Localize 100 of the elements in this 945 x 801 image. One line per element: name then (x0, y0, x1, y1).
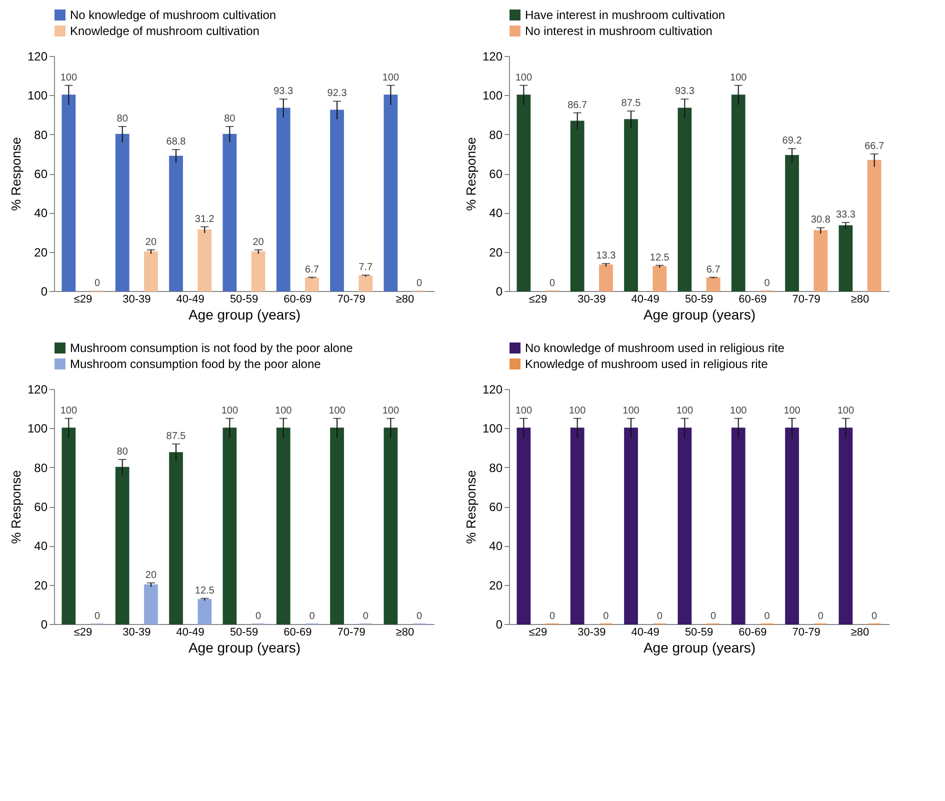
data-label: 7.7 (358, 262, 374, 274)
x-tick-label: 30-39 (122, 626, 151, 638)
y-tick-label: 20 (34, 245, 48, 260)
data-label: 100 (221, 405, 238, 416)
y-tick-label: 120 (482, 50, 503, 64)
x-tick-label: 30-39 (578, 294, 606, 306)
data-label: 93.3 (674, 86, 695, 98)
y-tick-label: 80 (34, 128, 48, 142)
data-label: 0 (94, 611, 101, 622)
x-axis-title: Age group (years) (643, 306, 756, 322)
data-label: 6.7 (706, 264, 721, 276)
data-label: 30.8 (810, 214, 831, 226)
y-tick-label: 40 (34, 206, 48, 220)
y-tick-label: 100 (27, 422, 48, 436)
legend-label: No knowledge of mushroom used in religious rite (525, 341, 785, 355)
legend-label: Have interest in mushroom cultivation (525, 8, 726, 22)
y-tick-label: 40 (34, 539, 48, 554)
x-tick-label: 60-69 (738, 294, 767, 306)
data-label: 100 (328, 405, 346, 416)
data-label: 0 (656, 611, 663, 622)
data-label: 0 (603, 611, 610, 622)
y-tick-label: 100 (482, 88, 503, 103)
x-tick-label: 60-69 (284, 294, 312, 306)
y-tick-label: 100 (482, 422, 503, 436)
data-label: 87.5 (166, 431, 186, 442)
data-label: 93.3 (274, 86, 294, 98)
y-tick-label: 60 (489, 167, 503, 181)
x-axis-title: Age group (years) (188, 306, 301, 322)
x-tick-label: ≥80 (396, 626, 414, 638)
data-label: 69.2 (782, 136, 802, 147)
x-axis-title: Age group (years) (643, 640, 756, 656)
y-tick-label: 80 (34, 460, 48, 475)
x-tick-label: 50-59 (230, 294, 258, 306)
data-label: 100 (275, 405, 292, 416)
data-label: 100 (515, 405, 532, 416)
data-label: 0 (416, 611, 423, 622)
y-tick-label: 120 (482, 382, 503, 396)
data-label: 20 (145, 570, 157, 581)
data-label: 0 (416, 278, 423, 289)
x-tick-label: ≤29 (528, 294, 548, 306)
y-tick-label: 80 (489, 460, 503, 475)
data-label: 100 (676, 405, 694, 416)
data-label: 100 (730, 72, 748, 84)
data-label: 100 (784, 405, 801, 416)
data-label: 0 (256, 611, 262, 622)
x-tick-label: 50-59 (684, 626, 714, 638)
x-tick-label: ≥80 (396, 294, 414, 306)
x-tick-label: 40-49 (631, 294, 660, 306)
data-label: 31.2 (194, 214, 215, 225)
data-label: 12.5 (650, 252, 670, 264)
y-axis-title: % Response (8, 470, 24, 544)
data-label: 0 (550, 611, 556, 622)
x-tick-label: 60-69 (284, 626, 312, 638)
data-label: 0 (818, 611, 824, 622)
x-tick-label: 70-79 (792, 626, 820, 638)
data-label: 100 (569, 405, 586, 416)
legend-label: Mushroom consumption food by the poor alone (70, 357, 322, 371)
data-label: 0 (764, 611, 770, 622)
data-label: 20 (252, 236, 264, 248)
x-tick-label: 70-79 (337, 294, 366, 306)
y-tick-label: 120 (27, 50, 48, 64)
x-tick-label: ≤29 (74, 294, 92, 306)
y-tick-label: 0 (40, 618, 48, 632)
y-axis-title: % Response (463, 470, 478, 544)
legend-label: Mushroom consumption is not food by the poor alone (70, 341, 354, 355)
data-label: 86.7 (568, 100, 588, 111)
data-label: 0 (362, 611, 369, 622)
data-label: 0 (94, 278, 101, 289)
data-label: 100 (60, 72, 78, 84)
legend-label: Knowledge of mushroom cultivation (70, 24, 260, 38)
x-tick-label: 70-79 (337, 626, 366, 638)
x-tick-label: 70-79 (792, 294, 820, 306)
data-label: 92.3 (327, 88, 348, 100)
y-axis-title: % Response (463, 137, 478, 211)
data-label: 66.7 (864, 140, 884, 152)
legend-label: No knowledge of mushroom cultivation (70, 8, 276, 22)
data-label: 0 (309, 611, 316, 622)
data-label: 13.3 (596, 250, 616, 262)
data-label: 100 (515, 72, 532, 84)
data-label: 80 (224, 114, 236, 124)
data-label: 33.3 (836, 209, 856, 220)
y-tick-label: 120 (27, 382, 48, 396)
y-tick-label: 100 (27, 88, 48, 103)
data-label: 100 (622, 405, 640, 416)
x-tick-label: 30-39 (122, 294, 151, 306)
data-label: 80 (116, 446, 128, 458)
x-tick-label: ≤29 (74, 626, 92, 638)
data-label: 0 (710, 611, 717, 622)
y-tick-label: 0 (496, 618, 503, 632)
y-tick-label: 20 (489, 578, 503, 592)
x-tick-label: ≤29 (528, 626, 548, 638)
x-tick-label: 60-69 (738, 626, 767, 638)
y-tick-label: 20 (34, 578, 48, 592)
data-label: 68.8 (166, 136, 186, 148)
data-label: 87.5 (621, 98, 642, 110)
y-tick-label: 60 (489, 500, 503, 514)
data-label: 20 (145, 236, 157, 248)
y-tick-label: 60 (34, 167, 48, 181)
data-label: 0 (550, 278, 556, 289)
data-label: 6.7 (305, 264, 320, 276)
